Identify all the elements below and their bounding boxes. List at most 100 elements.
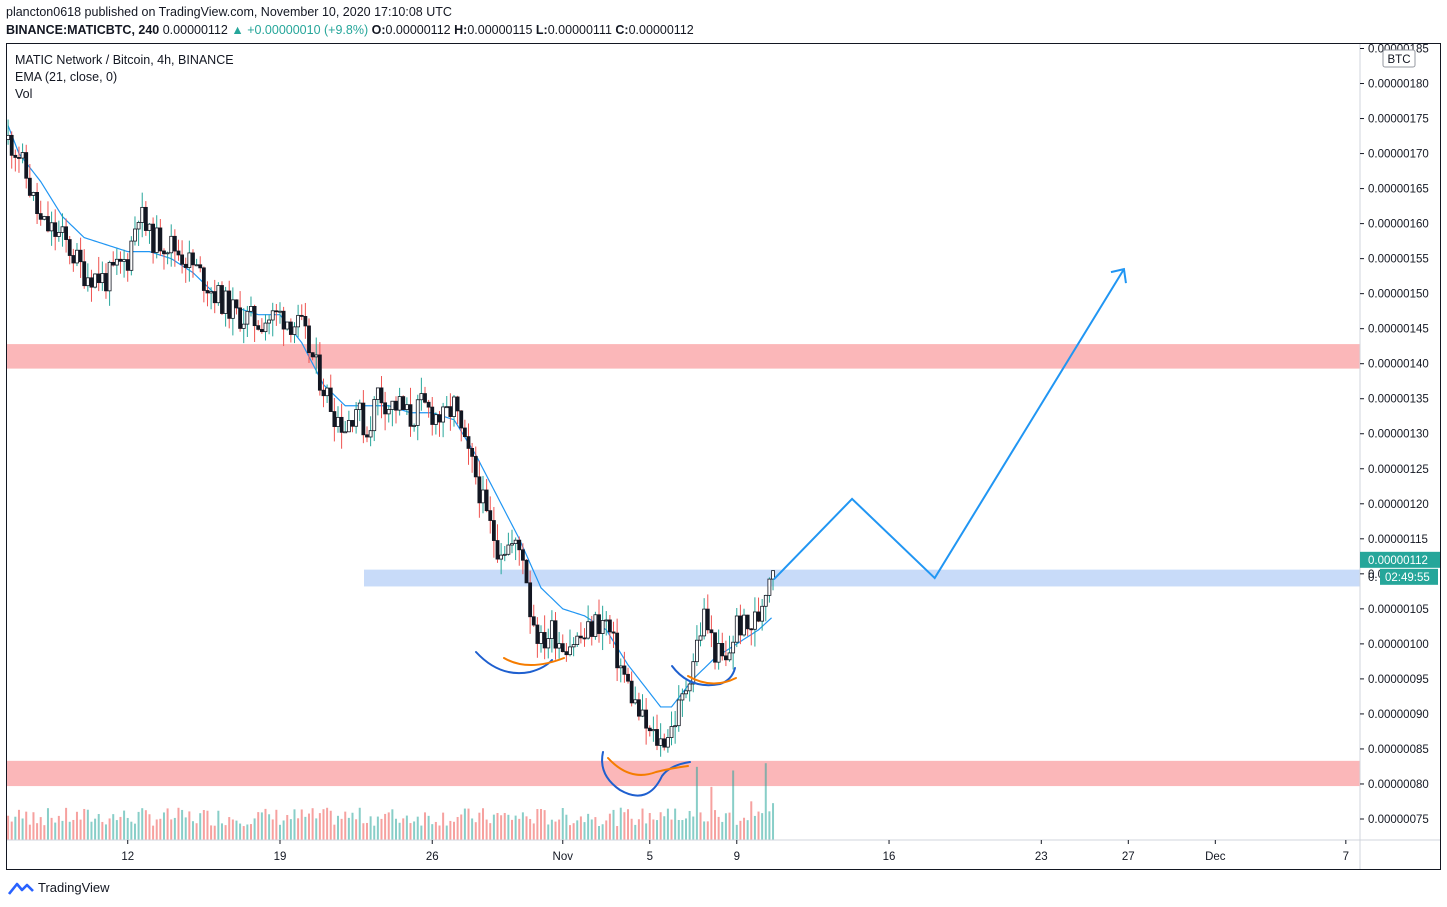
- candle-body: [270, 310, 275, 321]
- volume-bar: [253, 818, 256, 840]
- candle-body: [510, 543, 514, 546]
- volume-bar: [561, 808, 564, 840]
- volume-bar: [583, 822, 586, 840]
- volume-bar: [471, 818, 474, 840]
- volume-bar: [576, 820, 579, 840]
- candle-body: [27, 177, 32, 196]
- candle-body: [147, 223, 152, 231]
- volume-bar: [282, 820, 285, 840]
- candle-body: [245, 310, 250, 325]
- candle-body: [506, 544, 511, 555]
- projection-arrowhead: [1110, 267, 1127, 284]
- volume-bar: [318, 813, 321, 840]
- candle-body: [763, 594, 768, 607]
- volume-bar: [384, 813, 387, 840]
- price-change: ▲ +0.00000010 (+9.8%): [231, 23, 369, 37]
- volume-bar: [90, 821, 93, 840]
- candle-body: [499, 554, 504, 560]
- volume-bar: [674, 808, 677, 840]
- cup-drawing-1-orange: [503, 657, 565, 666]
- candle-body: [31, 192, 36, 196]
- volume-bar: [637, 819, 640, 840]
- candle-body: [89, 277, 94, 288]
- candle-body: [578, 635, 583, 639]
- candle-body: [723, 655, 728, 661]
- candle-body: [223, 290, 228, 314]
- volume-bar: [257, 812, 260, 840]
- candle-body: [194, 264, 199, 267]
- candle-body: [604, 619, 609, 622]
- volume-bar: [554, 821, 557, 840]
- price-tick-label: 0.00000085: [1368, 744, 1429, 756]
- volume-bar: [768, 811, 771, 840]
- footer-brand[interactable]: TradingView: [8, 880, 110, 895]
- ema-line: [7, 125, 772, 708]
- candle-body: [375, 387, 380, 400]
- cup-drawing-2-orange: [607, 757, 689, 776]
- candle-body: [93, 273, 97, 288]
- candle-body: [749, 628, 754, 631]
- candle-body: [520, 549, 525, 561]
- candle-body: [191, 252, 195, 266]
- volume-bar: [210, 825, 213, 840]
- volume-bar: [104, 824, 107, 840]
- candle-body: [589, 621, 594, 637]
- volume-bar: [431, 824, 434, 840]
- legend-title: MATIC Network / Bitcoin, 4h, BINANCE: [15, 53, 234, 67]
- countdown-tag: [1380, 568, 1438, 585]
- volume-bar: [616, 826, 619, 840]
- candle-body: [357, 402, 362, 410]
- candle-body: [426, 401, 431, 408]
- price-tick-label: 0.00000170: [1368, 149, 1429, 161]
- volume-bar: [25, 811, 28, 840]
- candle-body: [346, 420, 351, 433]
- candle-body: [716, 643, 721, 663]
- volume-bar: [17, 809, 20, 840]
- candle-body: [201, 267, 206, 291]
- volume-bar: [518, 818, 521, 840]
- volume-bar: [387, 812, 390, 840]
- price-tick-label: 0.00000080: [1368, 779, 1429, 791]
- candle-body: [582, 637, 587, 640]
- volume-bar: [623, 812, 626, 840]
- volume-bar: [565, 814, 568, 840]
- volume-bar: [159, 818, 162, 840]
- volume-bar: [293, 809, 296, 840]
- volume-bar: [217, 810, 220, 840]
- volume-bar: [695, 766, 698, 840]
- volume-bar: [558, 819, 561, 840]
- candle-body: [394, 400, 398, 411]
- candle-body: [586, 621, 591, 639]
- volume-bar: [115, 820, 118, 840]
- candle-body: [107, 261, 112, 292]
- legend-ema: EMA (21, close, 0): [15, 70, 118, 84]
- volume-bar: [706, 821, 709, 840]
- volume-bar: [746, 820, 749, 840]
- candle-body: [365, 434, 369, 438]
- volume-bar: [224, 825, 227, 840]
- cup-drawing-2-blue: [601, 751, 691, 797]
- volume-bar: [322, 809, 325, 840]
- candle-body: [412, 425, 417, 427]
- volume-bar: [703, 821, 706, 840]
- volume-bar: [170, 819, 173, 840]
- candle-body: [321, 389, 326, 397]
- candle-body: [216, 285, 221, 304]
- candle-body: [82, 261, 87, 287]
- volume-bar: [50, 817, 53, 840]
- volume-bar: [173, 817, 176, 840]
- candle-body: [767, 578, 772, 596]
- candle-body: [169, 235, 174, 254]
- volume-bar: [14, 816, 17, 840]
- price-axis: 0.000001850.000001800.000001750.00000170…: [1360, 44, 1429, 826]
- candle-body: [256, 325, 261, 330]
- price-tick-label: 0.00000075: [1368, 814, 1429, 826]
- candle-body: [158, 227, 163, 252]
- candle-body: [600, 620, 605, 634]
- current-price-label: 0.00000112: [1368, 555, 1428, 567]
- price-tick-label: 0.00000115: [1368, 534, 1428, 546]
- candle-body: [307, 325, 311, 354]
- volume-bar: [166, 808, 169, 840]
- volume-bar: [202, 810, 205, 840]
